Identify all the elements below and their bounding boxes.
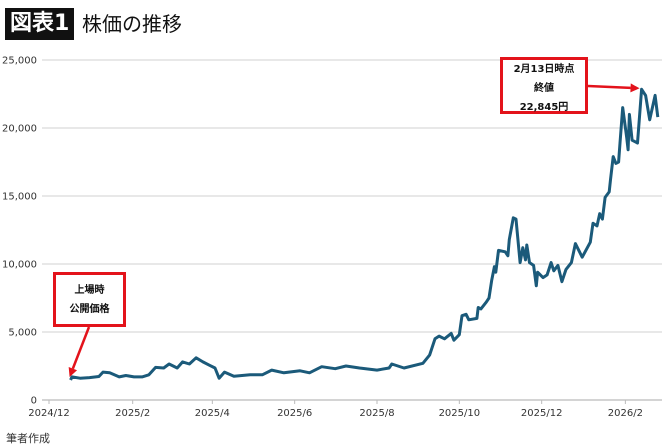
y-tick-label: 10,000 xyxy=(2,260,37,271)
latest-close-annotation: 2月13日時点 終値 22,845円 xyxy=(500,57,588,114)
x-tick-label: 2025/10 xyxy=(439,408,481,419)
price-line xyxy=(71,89,658,380)
ipo-arrow-shaft xyxy=(73,327,89,369)
x-tick-label: 2024/12 xyxy=(28,408,70,419)
x-tick-label: 2025/6 xyxy=(277,408,312,419)
y-tick-label: 20,000 xyxy=(2,124,37,135)
ipo-annotation-line1: 上場時 xyxy=(56,281,123,300)
latest-arrow-head xyxy=(630,83,639,92)
x-tick-label: 2025/4 xyxy=(195,408,230,419)
ipo-price-annotation: 上場時 公開価格 xyxy=(53,272,126,327)
y-tick-label: 0 xyxy=(31,396,37,407)
source-note: 筆者作成 xyxy=(6,430,50,446)
x-tick-label: 2025/2 xyxy=(115,408,150,419)
y-tick-label: 5,000 xyxy=(8,328,37,339)
ipo-annotation-line2: 公開価格 xyxy=(56,300,123,319)
latest-annotation-line1: 2月13日時点 xyxy=(503,60,585,79)
x-tick-label: 2025/12 xyxy=(521,408,563,419)
x-tick-label: 2025/8 xyxy=(359,408,394,419)
x-tick-label: 2026/2 xyxy=(608,408,643,419)
y-tick-label: 15,000 xyxy=(2,192,37,203)
y-tick-label: 25,000 xyxy=(2,56,37,67)
latest-annotation-line3: 22,845円 xyxy=(503,98,585,117)
latest-annotation-line2: 終値 xyxy=(503,79,585,98)
latest-arrow-shaft xyxy=(588,86,631,88)
